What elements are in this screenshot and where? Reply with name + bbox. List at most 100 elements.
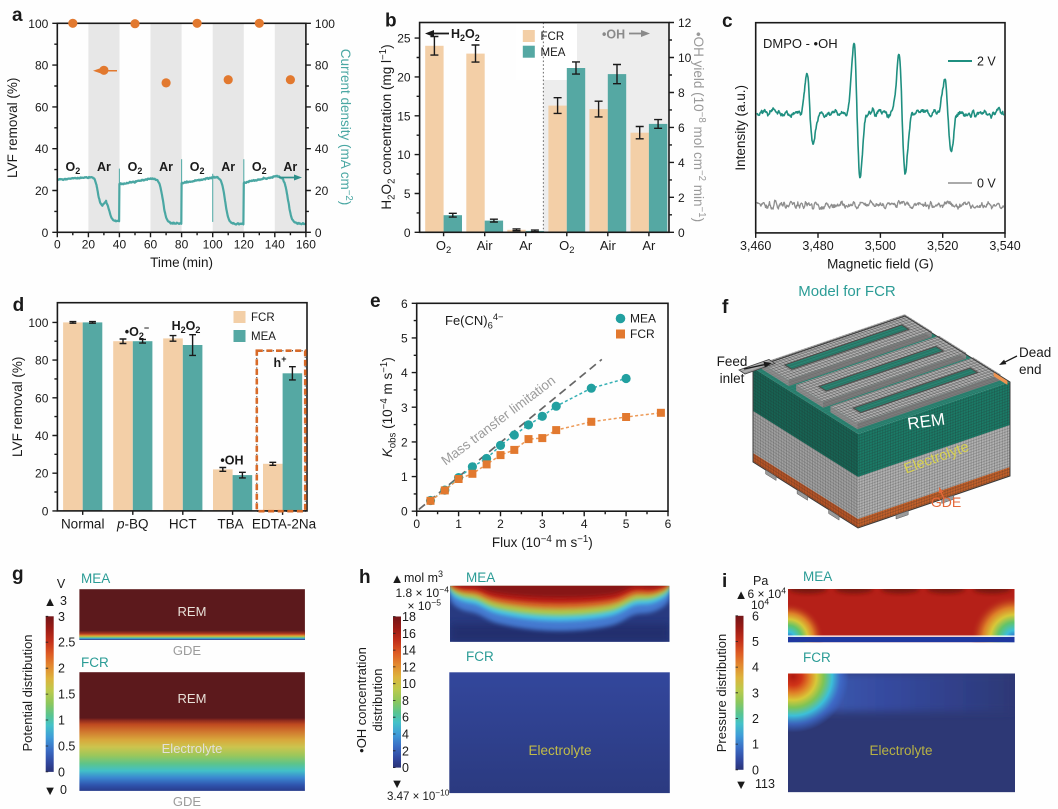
svg-text:Feed: Feed [717,354,748,369]
svg-text:3.47 × 10−10: 3.47 × 10−10 [387,788,450,803]
svg-text:▼: ▼ [391,776,404,791]
svg-text:Time (min): Time (min) [150,255,213,270]
svg-text:3,500: 3,500 [865,239,896,253]
svg-text:2 V: 2 V [977,55,996,69]
svg-text:60: 60 [35,391,49,405]
svg-text:140: 140 [265,237,285,251]
svg-text:4: 4 [678,156,685,170]
svg-text:inlet: inlet [720,371,745,386]
svg-text:FCR: FCR [630,327,655,341]
svg-text:20: 20 [35,184,49,198]
svg-text:d: d [13,295,25,316]
svg-text:60: 60 [35,100,49,114]
svg-text:▼: ▼ [735,777,748,792]
svg-text:12: 12 [402,660,416,674]
svg-text:1: 1 [401,470,408,484]
svg-text:Electrolyte: Electrolyte [162,741,223,756]
svg-text:0: 0 [413,517,420,531]
svg-text:10: 10 [678,51,692,65]
svg-text:Pa: Pa [753,574,768,588]
svg-text:Air: Air [477,238,494,253]
svg-text:100: 100 [203,237,223,251]
svg-text:Ar: Ar [97,160,111,174]
svg-text:h: h [359,567,371,588]
svg-text:120: 120 [234,237,254,251]
svg-text:2: 2 [678,191,685,205]
svg-text:0: 0 [60,783,67,797]
svg-text:i: i [722,571,727,592]
svg-text:0: 0 [401,505,408,519]
svg-text:40: 40 [35,142,49,156]
svg-text:H2O2 concentration (mg l−1): H2O2 concentration (mg l−1) [378,44,398,209]
svg-text:EDTA-2Na: EDTA-2Na [252,516,317,531]
svg-text:0: 0 [58,765,65,779]
svg-text:•O2−: •O2− [125,323,149,341]
svg-text:2: 2 [58,662,65,676]
svg-text:O2: O2 [436,238,451,255]
svg-text:Ar: Ar [519,238,533,253]
svg-text:6: 6 [678,121,685,135]
svg-text:104: 104 [751,596,769,612]
svg-text:100: 100 [28,316,48,330]
svg-text:20: 20 [35,467,49,481]
svg-text:FCR: FCR [803,650,831,665]
svg-text:REM: REM [178,604,207,619]
svg-text:10: 10 [397,148,411,162]
svg-text:end: end [1019,362,1042,377]
svg-text:mol m3: mol m3 [404,569,443,585]
svg-text:e: e [370,291,381,312]
svg-text:Air: Air [600,238,617,253]
svg-text:MEA: MEA [81,571,110,586]
svg-text:10: 10 [402,677,416,691]
svg-text:0: 0 [402,761,409,775]
svg-text:g: g [12,564,24,585]
svg-text:0: 0 [752,763,759,777]
svg-text:O2: O2 [65,160,80,176]
svg-text:•OH concentration: •OH concentration [354,647,369,753]
svg-text:Pressure distribution: Pressure distribution [714,634,729,753]
svg-text:1: 1 [752,738,759,752]
svg-text:160: 160 [296,237,316,251]
svg-text:MEA: MEA [803,569,832,584]
svg-text:•OH yield (10−8 mol cm−2 min−1: •OH yield (10−8 mol cm−2 min−1) [691,32,707,222]
svg-text:1.5: 1.5 [58,688,75,702]
svg-text:Dead: Dead [1019,345,1051,360]
svg-text:0: 0 [42,504,49,518]
svg-text:0: 0 [678,226,685,240]
svg-text:20: 20 [315,184,329,198]
svg-text:Ar: Ar [159,160,173,174]
svg-text:FCR: FCR [251,312,275,324]
svg-text:3: 3 [58,610,65,624]
svg-text:6 × 104: 6 × 104 [748,585,787,601]
svg-text:HCT: HCT [169,516,197,531]
svg-text:3,520: 3,520 [927,239,958,253]
svg-text:80: 80 [175,237,189,251]
svg-text:6: 6 [401,297,408,311]
svg-text:1.8 × 10−4: 1.8 × 10−4 [395,584,449,600]
svg-text:18: 18 [402,610,416,624]
svg-text:MEA: MEA [541,47,566,59]
svg-text:4: 4 [402,728,409,742]
svg-text:MEA: MEA [630,312,656,326]
svg-text:Electrolyte: Electrolyte [528,743,591,758]
svg-text:Potential distribution: Potential distribution [20,634,35,751]
svg-text:p-BQ: p-BQ [116,516,149,531]
svg-text:14: 14 [402,644,416,658]
svg-text:6: 6 [402,711,409,725]
svg-text:6: 6 [752,609,759,623]
svg-text:60: 60 [144,237,158,251]
svg-text:0: 0 [54,237,61,251]
svg-text:12: 12 [678,16,692,30]
svg-text:3,480: 3,480 [802,239,833,253]
svg-text:H2O2: H2O2 [451,27,480,43]
svg-text:V: V [57,577,66,591]
svg-text:0: 0 [315,226,322,240]
svg-text:5: 5 [404,187,411,201]
svg-text:Magnetic field (G): Magnetic field (G) [827,256,934,271]
svg-text:2: 2 [752,712,759,726]
svg-text:DMPO - •OH: DMPO - •OH [763,36,838,51]
svg-text:O2: O2 [190,160,205,176]
svg-text:20: 20 [82,237,96,251]
svg-text:REM: REM [178,691,207,706]
svg-text:TBA: TBA [217,516,243,531]
